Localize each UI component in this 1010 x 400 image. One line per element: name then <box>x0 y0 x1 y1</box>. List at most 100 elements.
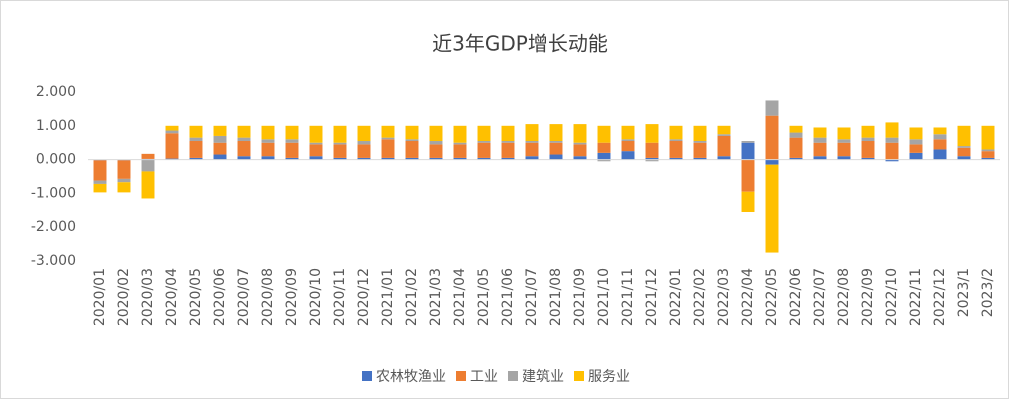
x-tick-label: 2020/06 <box>212 268 228 326</box>
y-tick-label: 2.000 <box>36 84 76 100</box>
bar-segment <box>573 124 587 143</box>
x-tick-label: 2021/09 <box>572 268 588 326</box>
bar-segment <box>501 125 515 142</box>
bar-segment <box>813 127 827 138</box>
bar-segment <box>333 125 347 143</box>
bar-segment <box>981 151 995 158</box>
bar-segment <box>165 130 179 134</box>
bar-segment <box>765 164 779 253</box>
bar-segment <box>957 125 971 147</box>
bar-segment <box>189 137 203 142</box>
x-tick-label: 2021/01 <box>380 268 396 326</box>
bar-segment <box>93 160 107 181</box>
x-tick-label: 2020/02 <box>116 268 132 326</box>
bar-segment <box>837 156 851 160</box>
bar-segment <box>261 125 275 140</box>
y-tick-label: 1.000 <box>36 118 76 134</box>
bar-segment <box>789 125 803 133</box>
bar-segment <box>309 125 323 143</box>
bar-segment <box>717 156 731 160</box>
legend-swatch <box>508 371 518 381</box>
bar-segment <box>429 125 443 142</box>
x-tick-label: 2022/09 <box>860 268 876 326</box>
x-tick-label: 2020/07 <box>236 268 252 326</box>
bar-segment <box>501 141 515 143</box>
bar-segment <box>213 142 227 155</box>
bar-segment <box>213 125 227 136</box>
legend-label: 工业 <box>470 369 498 385</box>
bar-segment <box>381 139 395 158</box>
y-tick-label: 0.000 <box>36 152 76 168</box>
x-tick-label: 2021/02 <box>404 268 420 326</box>
bar-segment <box>333 144 347 158</box>
bar-segment <box>573 156 587 160</box>
bar-segment <box>549 141 563 143</box>
x-tick-label: 2020/09 <box>284 268 300 326</box>
y-tick-label: -1.000 <box>31 185 76 201</box>
bar-segment <box>357 141 371 145</box>
x-tick-label: 2020/05 <box>188 268 204 326</box>
bar-segment <box>933 149 947 160</box>
bar-segment <box>933 139 947 150</box>
bar-segment <box>669 125 683 140</box>
bar-segment <box>117 160 131 179</box>
bar-segment <box>405 125 419 140</box>
bar-segment <box>693 142 707 158</box>
bar-segment <box>237 137 251 142</box>
bar-segment <box>117 182 131 193</box>
bar-segment <box>861 141 875 158</box>
bar-segment <box>789 157 803 160</box>
x-tick-label: 2021/07 <box>524 268 540 326</box>
bar-segment <box>693 125 707 142</box>
bar-segment <box>381 137 395 140</box>
x-tick-label: 2021/10 <box>596 268 612 326</box>
bar-segment <box>381 125 395 138</box>
bar-segment <box>885 159 899 162</box>
bar-segment <box>621 151 635 160</box>
bar-segment <box>597 125 611 143</box>
y-tick-label: -3.000 <box>31 253 76 269</box>
bar-segment <box>861 137 875 142</box>
bar-segment <box>861 157 875 160</box>
bar-segment <box>909 152 923 160</box>
bar-segment <box>405 141 419 158</box>
bar-segment <box>285 125 299 140</box>
bar-segment <box>453 144 467 158</box>
x-tick-label: 2020/11 <box>332 268 348 326</box>
bar-segment <box>645 124 659 143</box>
bar-segment <box>333 142 347 145</box>
x-tick-label: 2020/08 <box>260 268 276 326</box>
bar-segment <box>141 153 155 159</box>
bar-segment <box>429 141 443 145</box>
bar-segment <box>573 144 587 157</box>
x-tick-label: 2020/03 <box>140 268 156 326</box>
bar-segment <box>357 125 371 142</box>
bar-segment <box>477 142 491 158</box>
legend-swatch <box>456 371 466 381</box>
x-tick-label: 2022/06 <box>788 268 804 326</box>
x-tick-label: 2022/10 <box>884 268 900 326</box>
bar-segment <box>909 127 923 140</box>
bar-segment <box>237 125 251 138</box>
bar-segment <box>669 157 683 160</box>
bar-segment <box>909 144 923 153</box>
bar-segment <box>813 137 827 143</box>
bar-segment <box>429 144 443 158</box>
legend-swatch <box>362 371 372 381</box>
x-tick-label: 2020/01 <box>92 268 108 326</box>
bar-segment <box>165 125 179 131</box>
bar-segment <box>597 159 611 162</box>
bar-segment <box>309 142 323 145</box>
bar-segment <box>549 142 563 155</box>
bar-segment <box>645 142 659 158</box>
bar-segment <box>909 139 923 145</box>
bar-segment <box>501 157 515 160</box>
bar-segment <box>669 139 683 142</box>
bar-segment <box>333 157 347 160</box>
y-tick-label: -2.000 <box>31 219 76 235</box>
bar-segment <box>765 115 779 160</box>
x-tick-label: 2021/03 <box>428 268 444 326</box>
x-tick-label: 2021/11 <box>620 268 636 326</box>
bar-segment <box>885 122 899 138</box>
bar-segment <box>813 142 827 157</box>
